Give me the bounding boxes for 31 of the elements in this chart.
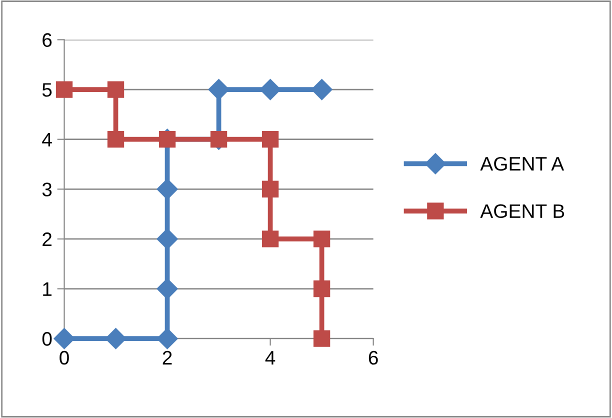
point (158, 131, 176, 148)
y-tick-label: 1 (43, 282, 52, 296)
y-tick-label: 0 (42, 332, 52, 346)
point (156, 328, 178, 350)
point (313, 230, 330, 248)
point (105, 328, 126, 350)
point (107, 131, 124, 148)
point (260, 79, 281, 100)
x-tick-label: 2 (162, 350, 172, 364)
point (56, 81, 73, 98)
point (313, 280, 330, 298)
y-tick-label: 6 (42, 33, 52, 47)
y-tick-label: 3 (42, 182, 52, 196)
x-tick-label: 4 (265, 351, 276, 364)
point (156, 278, 178, 300)
legend-label: AGENT A (480, 156, 564, 171)
point (311, 79, 332, 100)
y-tick-label: 5 (42, 83, 52, 97)
point (313, 330, 330, 347)
point (262, 131, 279, 148)
point (262, 180, 279, 198)
point (107, 81, 124, 98)
y-tick-label: 4 (42, 133, 52, 146)
legend-label: AGENT B (480, 204, 564, 218)
point (156, 178, 178, 200)
point (54, 328, 75, 350)
x-tick-label: 6 (368, 350, 378, 365)
point (262, 230, 279, 248)
y-tick-label: 2 (42, 232, 52, 246)
x-tick-label: 0 (60, 350, 69, 365)
point (210, 131, 228, 148)
